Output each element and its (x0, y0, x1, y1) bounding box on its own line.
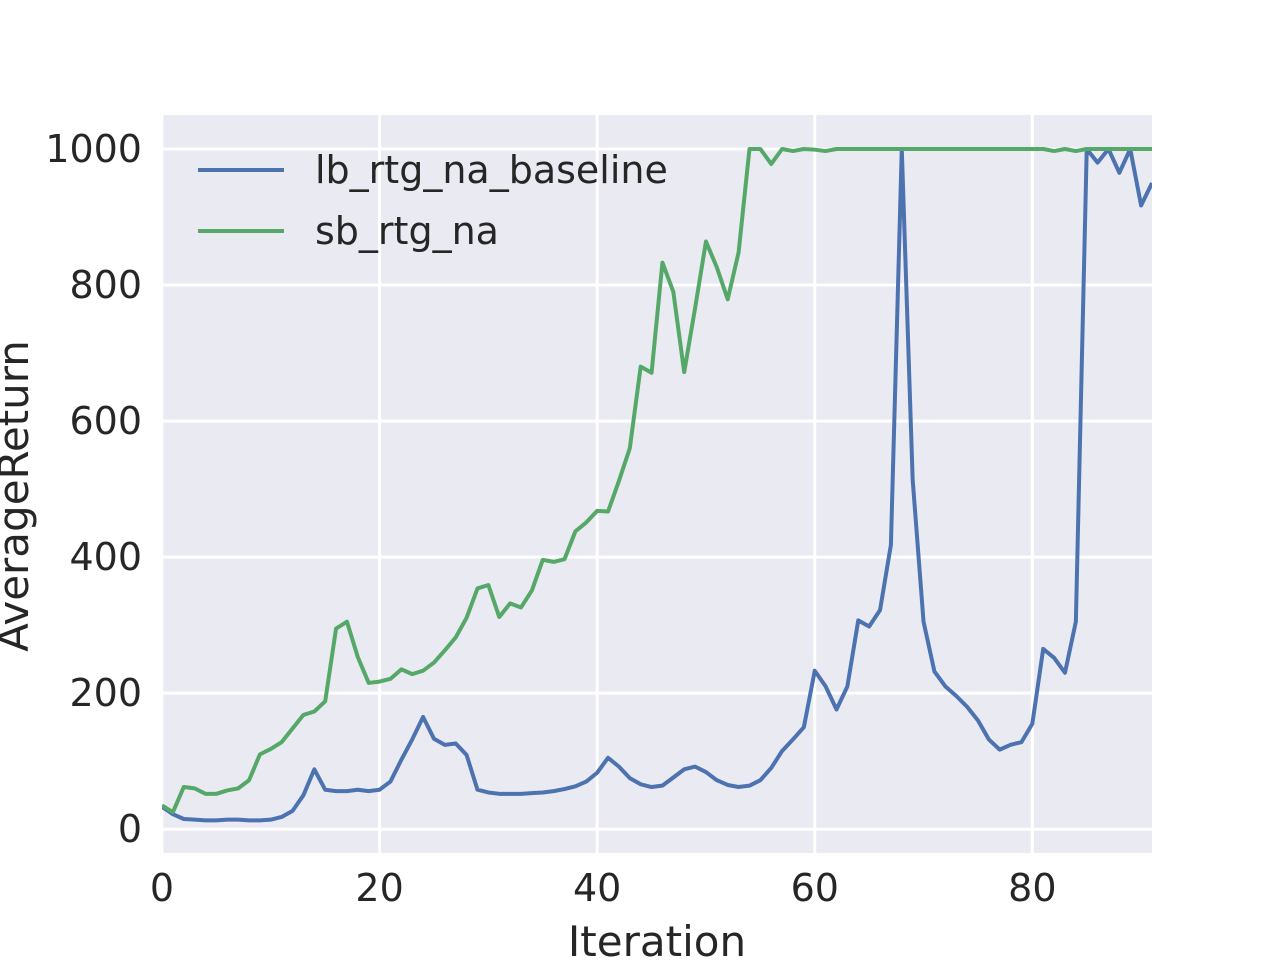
y-tick-label: 600 (69, 399, 142, 443)
y-tick-label: 1000 (45, 127, 142, 171)
series-lines (162, 147, 1152, 823)
x-tick-label: 80 (1008, 866, 1056, 910)
series-line-1 (162, 147, 1152, 815)
x-tick-label: 20 (355, 866, 403, 910)
x-axis-ticks: 0 20 40 60 80 (150, 866, 1057, 910)
x-tick-label: 60 (791, 866, 839, 910)
plot-background (162, 115, 1152, 853)
y-tick-label: 0 (118, 807, 142, 851)
y-axis-label: AverageReturn (0, 340, 38, 652)
legend: lb_rtg_na_baseline sb_rtg_na (198, 148, 668, 253)
x-tick-label: 40 (573, 866, 621, 910)
legend-label: lb_rtg_na_baseline (315, 148, 668, 192)
y-tick-label: 400 (69, 535, 142, 579)
y-tick-label: 800 (69, 263, 142, 307)
legend-label: sb_rtg_na (315, 209, 499, 253)
y-tick-label: 200 (69, 671, 142, 715)
series-line-0 (162, 147, 1152, 823)
y-axis-ticks: 0 200 400 600 800 1000 (45, 127, 142, 851)
x-tick-label: 0 (150, 866, 174, 910)
x-axis-label: Iteration (568, 917, 746, 960)
